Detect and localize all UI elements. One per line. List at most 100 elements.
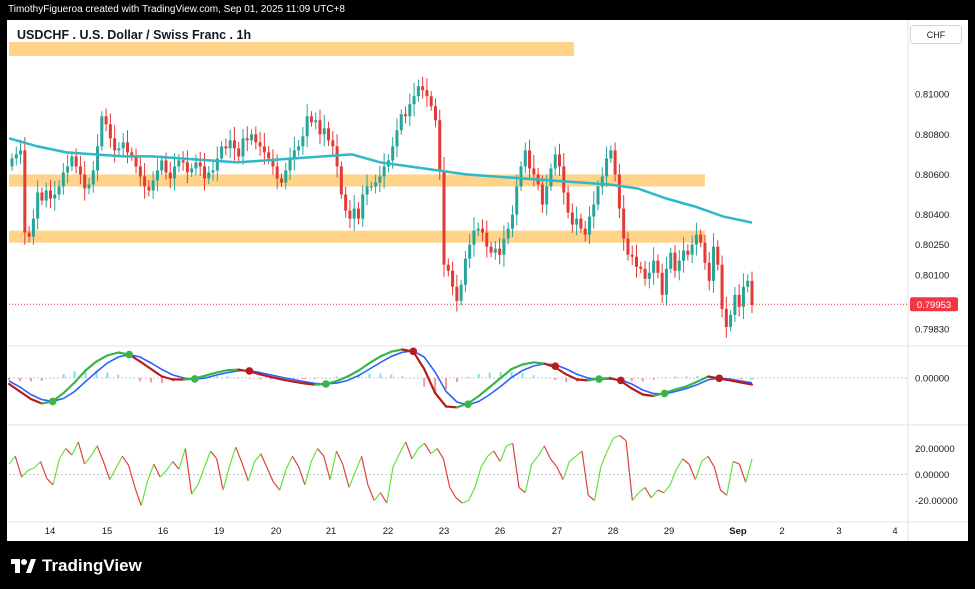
- macd-line-segment: [106, 351, 120, 357]
- oscillator-segment: [191, 484, 199, 495]
- candle-body: [108, 124, 112, 139]
- candle-body: [160, 160, 164, 171]
- candle-body: [446, 264, 450, 271]
- candle-body: [416, 86, 420, 97]
- candle-body: [506, 228, 510, 239]
- candle-body: [57, 186, 61, 195]
- x-tick-label: 28: [608, 526, 619, 537]
- candle-body: [220, 146, 224, 159]
- oscillator-segment: [556, 466, 564, 480]
- macd-line-segment: [335, 375, 349, 383]
- oscillator-segment: [713, 466, 722, 491]
- macd-histogram-bar: [150, 378, 153, 383]
- oscillator-segment: [663, 484, 671, 494]
- candle-body: [297, 146, 301, 151]
- macd-cross-dot: [464, 400, 472, 409]
- oscillator-segment: [487, 450, 495, 457]
- x-tick-label: 19: [214, 526, 225, 537]
- candle-body: [630, 254, 634, 257]
- macd-line-segment: [499, 367, 513, 380]
- candle-body: [737, 294, 741, 307]
- macd-histogram-bar: [29, 378, 32, 382]
- macd-histogram-bar: [160, 378, 163, 384]
- candle-body: [211, 170, 215, 173]
- macd-line-segment: [226, 368, 240, 372]
- oscillator-segment: [373, 492, 381, 501]
- oscillator-segment: [279, 469, 287, 491]
- candle-body: [549, 168, 553, 187]
- candle-body: [622, 208, 626, 239]
- candle-body: [339, 166, 343, 195]
- macd-histogram-bar: [554, 378, 557, 380]
- candle-body: [690, 244, 694, 255]
- candle-body: [61, 172, 65, 187]
- candle-body: [532, 168, 536, 175]
- candle-body: [198, 162, 202, 167]
- candle-body: [74, 156, 78, 167]
- macd-histogram-bar: [466, 376, 469, 378]
- x-tick-label: Sep: [729, 526, 747, 537]
- macd-line-segment: [532, 361, 546, 365]
- candle-body: [331, 140, 335, 147]
- y-tick-label: 0.80400: [915, 210, 949, 221]
- oscillator-segment: [682, 458, 690, 465]
- y-tick-label: 0.00000: [915, 470, 949, 481]
- macd-cross-dot: [190, 375, 199, 383]
- oscillator-segment: [21, 470, 29, 478]
- macd-line-segment: [685, 380, 699, 388]
- macd-line-segment: [259, 373, 273, 379]
- oscillator-segment: [424, 442, 432, 455]
- macd-cross-dot: [48, 397, 57, 406]
- macd-histogram-bar: [532, 375, 535, 378]
- candle-body: [712, 246, 716, 281]
- macd-histogram-bar: [215, 376, 218, 378]
- candle-body: [694, 234, 698, 245]
- oscillator-segment: [569, 455, 577, 462]
- oscillator-segment: [367, 484, 375, 501]
- macd-line-segment: [630, 387, 644, 396]
- chart-area[interactable]: [7, 20, 968, 541]
- candle-body: [647, 272, 651, 279]
- oscillator-segment: [650, 489, 659, 499]
- macd-line-segment: [18, 390, 32, 401]
- candle-body: [579, 218, 583, 229]
- candle-body: [707, 262, 711, 281]
- candle-body: [451, 270, 455, 287]
- candle-body: [134, 156, 138, 167]
- oscillator-segment: [354, 456, 363, 473]
- candle-body: [168, 172, 172, 179]
- macd-line-segment: [477, 385, 491, 398]
- price-panel: [8, 42, 908, 338]
- candle-body: [617, 174, 621, 209]
- support-resistance-zone: [9, 230, 705, 243]
- candle-body: [716, 246, 720, 265]
- candle-body: [399, 114, 403, 131]
- macd-line-segment: [149, 367, 164, 378]
- candle-body: [322, 128, 326, 135]
- oscillator-segment: [442, 458, 451, 488]
- macd-line-segment: [62, 381, 76, 395]
- macd-line-segment: [204, 371, 218, 377]
- oscillator-segment: [272, 481, 281, 491]
- macd-line-segment: [696, 375, 710, 383]
- candle-body: [155, 170, 159, 181]
- candle-body: [553, 154, 557, 169]
- candle-body: [301, 136, 305, 147]
- macd-line-segment: [488, 376, 502, 389]
- macd-histogram-bar: [335, 376, 338, 378]
- tradingview-logo[interactable]: TradingView: [10, 556, 142, 576]
- candle-body: [194, 162, 198, 169]
- macd-line-segment: [390, 348, 404, 353]
- macd-cross-dot: [551, 362, 560, 370]
- candle-body: [433, 106, 437, 121]
- candle-body: [476, 228, 480, 231]
- macd-histogram-bar: [641, 378, 644, 382]
- oscillator-segment: [600, 450, 608, 467]
- y-tick-label: 0.79830: [915, 324, 949, 335]
- candle-body: [228, 140, 232, 149]
- macd-histogram-bar: [488, 372, 491, 378]
- macd-cross-dot: [245, 367, 254, 375]
- currency-button[interactable]: CHF: [910, 25, 962, 44]
- oscillator-segment: [197, 467, 205, 486]
